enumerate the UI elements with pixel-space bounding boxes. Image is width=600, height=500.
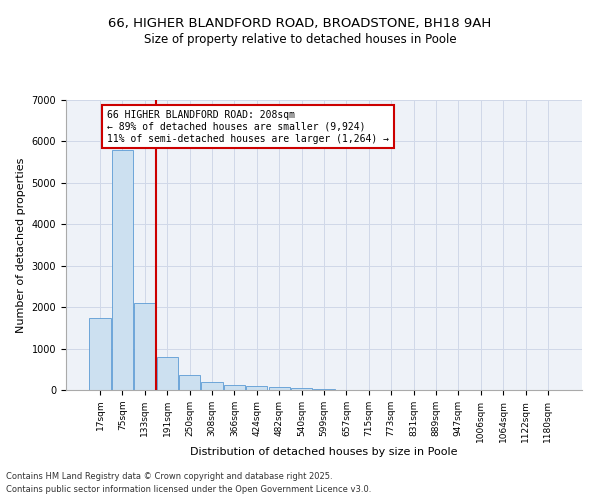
Bar (246, 386, 268, 390)
Bar (134, 303, 155, 390)
Text: 66 HIGHER BLANDFORD ROAD: 208sqm
← 89% of detached houses are smaller (9,924)
11: 66 HIGHER BLANDFORD ROAD: 208sqm ← 89% o… (107, 110, 389, 144)
Bar (291, 388, 312, 390)
Bar (179, 374, 200, 390)
Bar (89, 318, 111, 390)
Text: Size of property relative to detached houses in Poole: Size of property relative to detached ho… (143, 32, 457, 46)
Bar (224, 385, 245, 390)
Bar (157, 357, 178, 390)
X-axis label: Distribution of detached houses by size in Poole: Distribution of detached houses by size … (190, 448, 458, 458)
Y-axis label: Number of detached properties: Number of detached properties (16, 158, 26, 332)
Text: Contains HM Land Registry data © Crown copyright and database right 2025.: Contains HM Land Registry data © Crown c… (6, 472, 332, 481)
Bar (112, 150, 133, 390)
Bar (202, 382, 223, 390)
Text: 66, HIGHER BLANDFORD ROAD, BROADSTONE, BH18 9AH: 66, HIGHER BLANDFORD ROAD, BROADSTONE, B… (109, 18, 491, 30)
Text: Contains public sector information licensed under the Open Government Licence v3: Contains public sector information licen… (6, 485, 371, 494)
Bar (313, 389, 335, 390)
Bar (269, 387, 290, 390)
